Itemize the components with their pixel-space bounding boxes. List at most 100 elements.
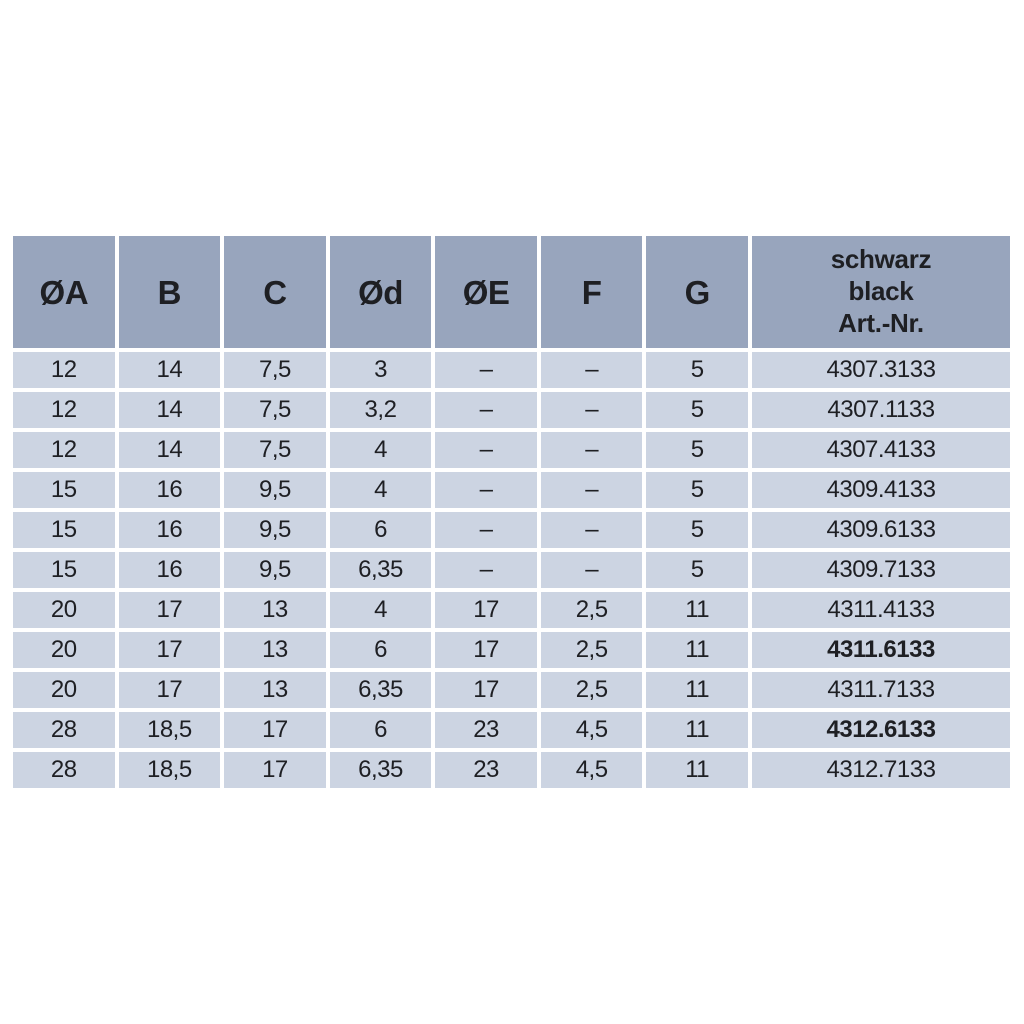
table-cell: 17	[224, 752, 326, 788]
art-nr-cell: 4309.4133	[751, 472, 1010, 508]
table-cell: –	[435, 432, 537, 468]
table-cell: 12	[13, 432, 115, 468]
table-cell: 2,5	[540, 672, 643, 708]
table-cell: –	[435, 472, 537, 508]
table-cell: 5	[646, 432, 748, 468]
table-cell: 4	[329, 432, 432, 468]
table-cell: –	[435, 512, 537, 548]
table-cell: –	[435, 392, 537, 428]
art-header-line-2: Art.-Nr.	[838, 307, 924, 338]
table-cell: 14	[118, 392, 221, 428]
table-cell: 4,5	[540, 752, 643, 788]
column-header-5: F	[540, 236, 643, 348]
table-cell: 9,5	[224, 552, 326, 588]
table-cell: 5	[646, 552, 748, 588]
table-cell: –	[435, 352, 537, 388]
table-cell: 17	[224, 712, 326, 748]
table-cell: 17	[118, 672, 221, 708]
table-cell: 17	[118, 592, 221, 628]
column-header-6: G	[646, 236, 748, 348]
table-cell: 2,5	[540, 632, 643, 668]
table-cell: 6,35	[329, 752, 432, 788]
table-cell: 6	[329, 712, 432, 748]
column-header-2: C	[224, 236, 326, 348]
table-cell: 23	[435, 712, 537, 748]
art-nr-cell: 4311.4133	[751, 592, 1010, 628]
table-cell: 17	[435, 592, 537, 628]
table-cell: 13	[224, 632, 326, 668]
art-header-line-1: black	[848, 276, 914, 307]
table-cell: 6	[329, 632, 432, 668]
table-cell: –	[435, 552, 537, 588]
table-cell: 12	[13, 392, 115, 428]
table-cell: 16	[118, 512, 221, 548]
table-cell: 7,5	[224, 352, 326, 388]
column-header-1: B	[118, 236, 221, 348]
table-cell: 11	[646, 752, 748, 788]
table-cell: 15	[13, 512, 115, 548]
table-cell: 11	[646, 712, 748, 748]
table-cell: 7,5	[224, 432, 326, 468]
table-cell: 15	[13, 472, 115, 508]
table-cell: –	[540, 552, 643, 588]
table-cell: 4	[329, 472, 432, 508]
table-cell: 5	[646, 352, 748, 388]
table-cell: 14	[118, 432, 221, 468]
table-cell: 5	[646, 512, 748, 548]
table-cell: 7,5	[224, 392, 326, 428]
table-cell: 6,35	[329, 552, 432, 588]
art-nr-cell: 4309.7133	[751, 552, 1010, 588]
art-nr-cell: 4307.3133	[751, 352, 1010, 388]
table-cell: 9,5	[224, 512, 326, 548]
column-header-0: ØA	[13, 236, 115, 348]
art-nr-cell: 4311.6133	[751, 632, 1010, 668]
table-cell: 9,5	[224, 472, 326, 508]
table-cell: 17	[435, 632, 537, 668]
table-cell: 14	[118, 352, 221, 388]
table-cell: 5	[646, 472, 748, 508]
column-header-art-nr: schwarz black Art.-Nr.	[751, 236, 1010, 348]
art-nr-cell: 4309.6133	[751, 512, 1010, 548]
table-cell: 6	[329, 512, 432, 548]
art-nr-cell: 4311.7133	[751, 672, 1010, 708]
table-cell: 12	[13, 352, 115, 388]
table-cell: 20	[13, 672, 115, 708]
art-nr-cell: 4312.7133	[751, 752, 1010, 788]
table-cell: –	[540, 392, 643, 428]
art-nr-cell: 4307.4133	[751, 432, 1010, 468]
table-cell: –	[540, 472, 643, 508]
table-cell: 18,5	[118, 752, 221, 788]
table-cell: 18,5	[118, 712, 221, 748]
table-cell: 11	[646, 592, 748, 628]
table-cell: 13	[224, 672, 326, 708]
table-cell: –	[540, 352, 643, 388]
table-cell: 13	[224, 592, 326, 628]
table-cell: –	[540, 512, 643, 548]
column-header-4: ØE	[435, 236, 537, 348]
table-cell: 2,5	[540, 592, 643, 628]
table-cell: 23	[435, 752, 537, 788]
table-cell: 17	[435, 672, 537, 708]
table-cell: 4	[329, 592, 432, 628]
table-cell: –	[540, 432, 643, 468]
table-cell: 11	[646, 632, 748, 668]
table-cell: 28	[13, 712, 115, 748]
table-cell: 20	[13, 592, 115, 628]
art-nr-cell: 4312.6133	[751, 712, 1010, 748]
table-cell: 16	[118, 552, 221, 588]
table-cell: 16	[118, 472, 221, 508]
table-cell: 11	[646, 672, 748, 708]
table-cell: 6,35	[329, 672, 432, 708]
table-cell: 3	[329, 352, 432, 388]
table-cell: 28	[13, 752, 115, 788]
art-header-line-0: schwarz	[830, 244, 932, 275]
table-cell: 17	[118, 632, 221, 668]
table-cell: 3,2	[329, 392, 432, 428]
column-header-3: Ød	[329, 236, 432, 348]
table-cell: 20	[13, 632, 115, 668]
art-nr-cell: 4307.1133	[751, 392, 1010, 428]
table-cell: 15	[13, 552, 115, 588]
table-cell: 5	[646, 392, 748, 428]
table-cell: 4,5	[540, 712, 643, 748]
